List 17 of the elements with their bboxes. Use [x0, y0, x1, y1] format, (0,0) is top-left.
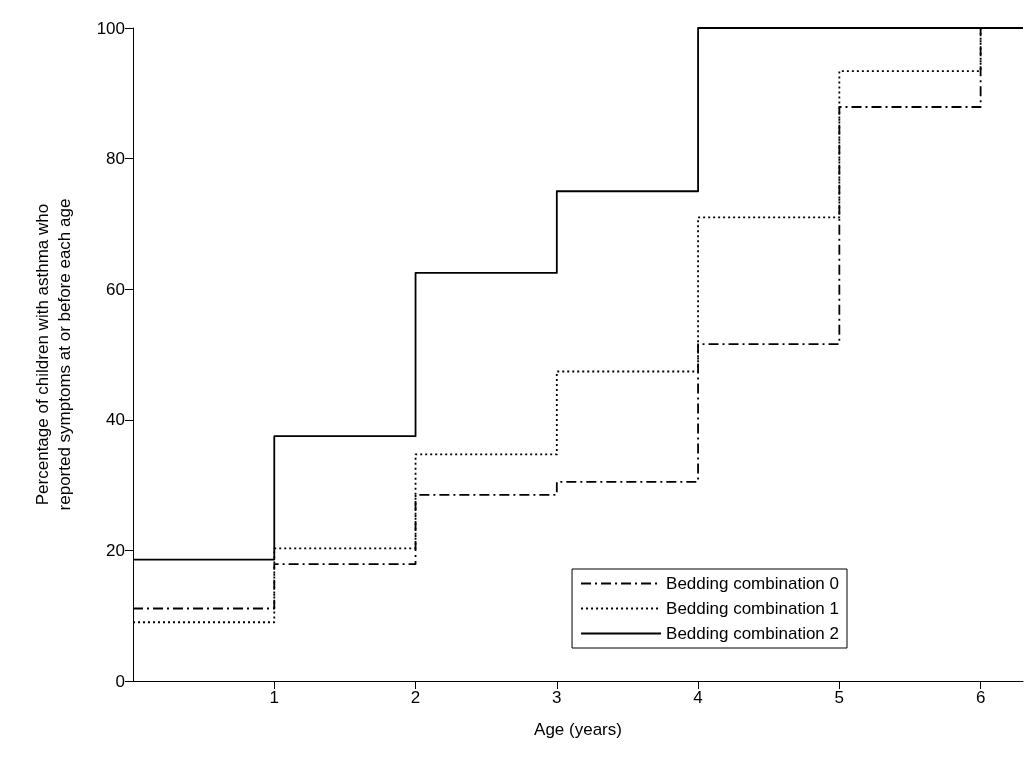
x-tick-label: 6: [975, 688, 986, 707]
x-axis-title: Age (years): [534, 720, 622, 739]
y-tick-label: 100: [96, 18, 125, 38]
y-tick-label: 60: [106, 279, 125, 299]
legend-label: Bedding combination 1: [666, 599, 840, 618]
x-tick-label: 3: [552, 688, 562, 707]
y-tick-label: 0: [115, 671, 125, 691]
y-axis-title: Percentage of children with asthma who reported symptoms at or before each age: [32, 198, 74, 511]
y-tick-label: 40: [106, 410, 125, 430]
x-tick-label: 1: [269, 688, 279, 707]
legend-label: Bedding combination 2: [666, 624, 840, 643]
x-tick-label: 4: [693, 688, 703, 707]
y-tick-label: 80: [106, 149, 125, 169]
x-tick-label: 2: [410, 688, 421, 707]
x-tick-label: 5: [834, 688, 845, 707]
legend-label: Bedding combination 0: [666, 574, 840, 593]
y-tick-label: 20: [106, 540, 125, 560]
